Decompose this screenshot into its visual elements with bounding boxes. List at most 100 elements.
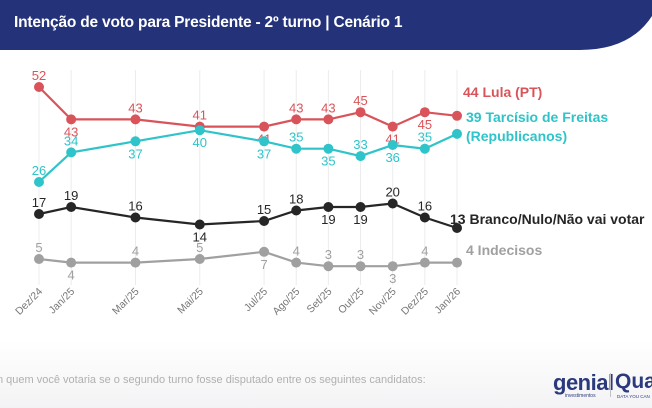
data-label: 14 [193, 230, 207, 245]
data-point [291, 143, 302, 154]
data-point [291, 114, 302, 125]
data-label: 5 [196, 240, 203, 255]
x-tick-label: Jan/26 [432, 286, 463, 317]
data-label: 36 [385, 150, 399, 165]
quaest-logo: Quaest [615, 370, 652, 393]
data-point [66, 202, 77, 212]
genial-logo: genial [553, 370, 614, 395]
x-tick-label: Jan/25 [46, 286, 77, 317]
x-tick-label: Set/25 [305, 286, 335, 316]
data-label: 16 [418, 199, 432, 214]
x-tick-label: Dez/24 [13, 286, 45, 318]
data-label: 45 [353, 93, 367, 108]
data-point [387, 140, 398, 150]
data-point [387, 198, 398, 209]
x-tick-label: Nov/25 [367, 286, 399, 318]
data-label: 4 [132, 244, 139, 259]
data-label: 19 [321, 212, 335, 227]
x-tick-label: Out/25 [336, 286, 367, 317]
line-chart: Dez/24 Jan/25 Mar/25 Mai/25 Jul/25 Ago/25 Set/… [13, 68, 645, 318]
data-label: 35 [418, 130, 432, 145]
data-label: 37 [128, 146, 142, 161]
data-point [355, 107, 366, 118]
data-point [452, 110, 462, 121]
footer [0, 340, 652, 408]
data-label: 3 [325, 247, 332, 262]
data-point [130, 114, 141, 125]
data-point [452, 257, 462, 268]
data-point [419, 212, 430, 223]
x-tick-label: Dez/25 [399, 286, 431, 318]
logo-divider [610, 373, 611, 397]
data-label: 16 [128, 199, 142, 214]
data-point [323, 114, 334, 125]
data-label: 43 [128, 100, 142, 115]
data-point [452, 223, 462, 233]
data-label: 26 [32, 163, 46, 178]
data-label: 52 [32, 68, 46, 83]
page-title: Intenção de voto para Presidente - 2º tu… [14, 14, 403, 31]
data-label: 15 [257, 202, 271, 217]
data-label: 7 [260, 257, 267, 272]
data-point [34, 254, 44, 264]
data-label: 4 [421, 244, 428, 259]
data-point [34, 209, 44, 219]
data-point [419, 107, 430, 118]
data-point [259, 121, 270, 132]
data-label: 4 [293, 244, 300, 259]
x-tick-label: Ago/25 [270, 286, 302, 318]
data-label: 45 [418, 117, 432, 132]
x-tick-label: Mai/25 [175, 286, 206, 317]
data-point [194, 125, 205, 136]
data-point [34, 177, 44, 187]
data-point [419, 257, 430, 268]
data-label: 35 [321, 154, 335, 169]
data-label: 4 [68, 268, 75, 283]
data-point [387, 121, 398, 132]
data-point [66, 257, 77, 268]
data-point [259, 216, 270, 226]
data-point [34, 82, 44, 92]
data-point [452, 128, 462, 139]
data-label: 43 [64, 124, 78, 139]
series-end-label: 4 Indecisos [466, 242, 542, 258]
data-point [291, 205, 302, 216]
series-end-label: 39 Tarcísio de Freitas [466, 109, 608, 125]
data-point [194, 219, 205, 230]
data-label: 35 [289, 130, 303, 145]
data-label: 20 [385, 185, 399, 200]
data-point [66, 114, 77, 125]
series-end-label-line2: (Republicanos) [466, 128, 567, 144]
header-background [0, 0, 652, 50]
data-point [259, 136, 270, 147]
genial-logo-subtitle: investimentos [565, 393, 596, 399]
data-point [323, 202, 334, 212]
data-point [419, 143, 430, 154]
data-point [66, 147, 77, 158]
data-point [355, 202, 366, 212]
data-label: 33 [353, 137, 367, 152]
data-point [194, 254, 205, 264]
series-end-label: 44 Lula (PT) [463, 84, 542, 100]
data-point [387, 261, 398, 272]
data-point [323, 143, 334, 154]
x-tick-label: Jul/25 [242, 286, 270, 314]
quaest-logo-subtitle: DATA YOU CAN [617, 394, 650, 399]
survey-question: n quem você votaria se o segundo turno f… [0, 374, 426, 386]
series-line-0 [38, 86, 458, 128]
data-label: 34 [64, 133, 78, 148]
data-label: 43 [321, 100, 335, 115]
data-point [130, 136, 141, 147]
data-label: 40 [193, 135, 207, 150]
data-point [259, 246, 270, 257]
header-bar: Intenção de voto para Presidente - 2º tu… [0, 0, 652, 51]
data-point [291, 257, 302, 268]
data-point [130, 257, 141, 268]
data-point [355, 261, 366, 272]
data-label: 41 [193, 108, 207, 123]
data-label: 17 [32, 195, 46, 210]
data-label: 18 [289, 192, 303, 207]
data-point [323, 261, 334, 272]
data-point [130, 212, 141, 223]
data-label: 19 [353, 212, 367, 227]
